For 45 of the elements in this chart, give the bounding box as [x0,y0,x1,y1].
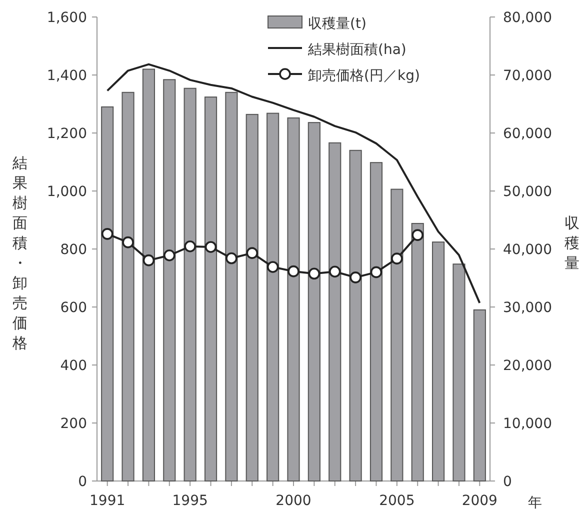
point [142,254,155,266]
point [328,266,341,278]
y2-tick-label: 60,000 [503,126,552,142]
y-tick-label: 800 [60,242,87,258]
point [226,252,238,264]
legend-label: 卸売価格(円／kg) [308,68,420,84]
y2-axis-title: 収穫量 [564,214,580,272]
point [204,241,217,253]
y2-tick-label: 0 [503,474,512,490]
point [101,228,114,240]
y-tick-label: 1,200 [46,126,87,142]
point [163,249,176,262]
y-tick-label: 0 [78,474,87,490]
point [122,236,134,248]
point [246,247,258,259]
y2-tick-label: 20,000 [503,358,552,374]
x-axis-title: 年 [528,495,542,511]
y2-tick-label: 40,000 [503,242,552,258]
y-tick-label: 1,400 [46,68,87,84]
x-tick-label: 2000 [276,493,312,509]
point [391,252,403,264]
y-tick-label: 200 [60,416,87,432]
y2-tick-label: 50,000 [503,184,552,200]
y-tick-label: 600 [60,300,87,316]
x-tick-label: 2005 [379,493,415,509]
point [266,261,279,273]
legend-label: 結果樹面積(ha) [307,42,406,58]
x-tick-label: 1995 [172,493,208,509]
y2-tick-label: 30,000 [503,300,552,316]
legend-label: 収穫量(t) [308,16,366,32]
point [350,272,362,284]
x-tick-label: 1991 [90,493,126,509]
point [412,229,424,241]
y-tick-label: 400 [60,358,87,374]
text: 結果樹面積・卸売価格 [12,154,28,352]
point [308,268,320,280]
y2-tick-label: 80,000 [503,10,552,26]
x-tick-label: 2009 [462,493,498,509]
y-tick-label: 1,600 [46,10,87,26]
y2-tick-label: 10,000 [503,416,552,432]
point [370,266,382,278]
y-tick-label: 1,000 [46,184,87,200]
y2-tick-label: 70,000 [503,68,552,84]
point [288,265,300,278]
point [184,240,196,252]
